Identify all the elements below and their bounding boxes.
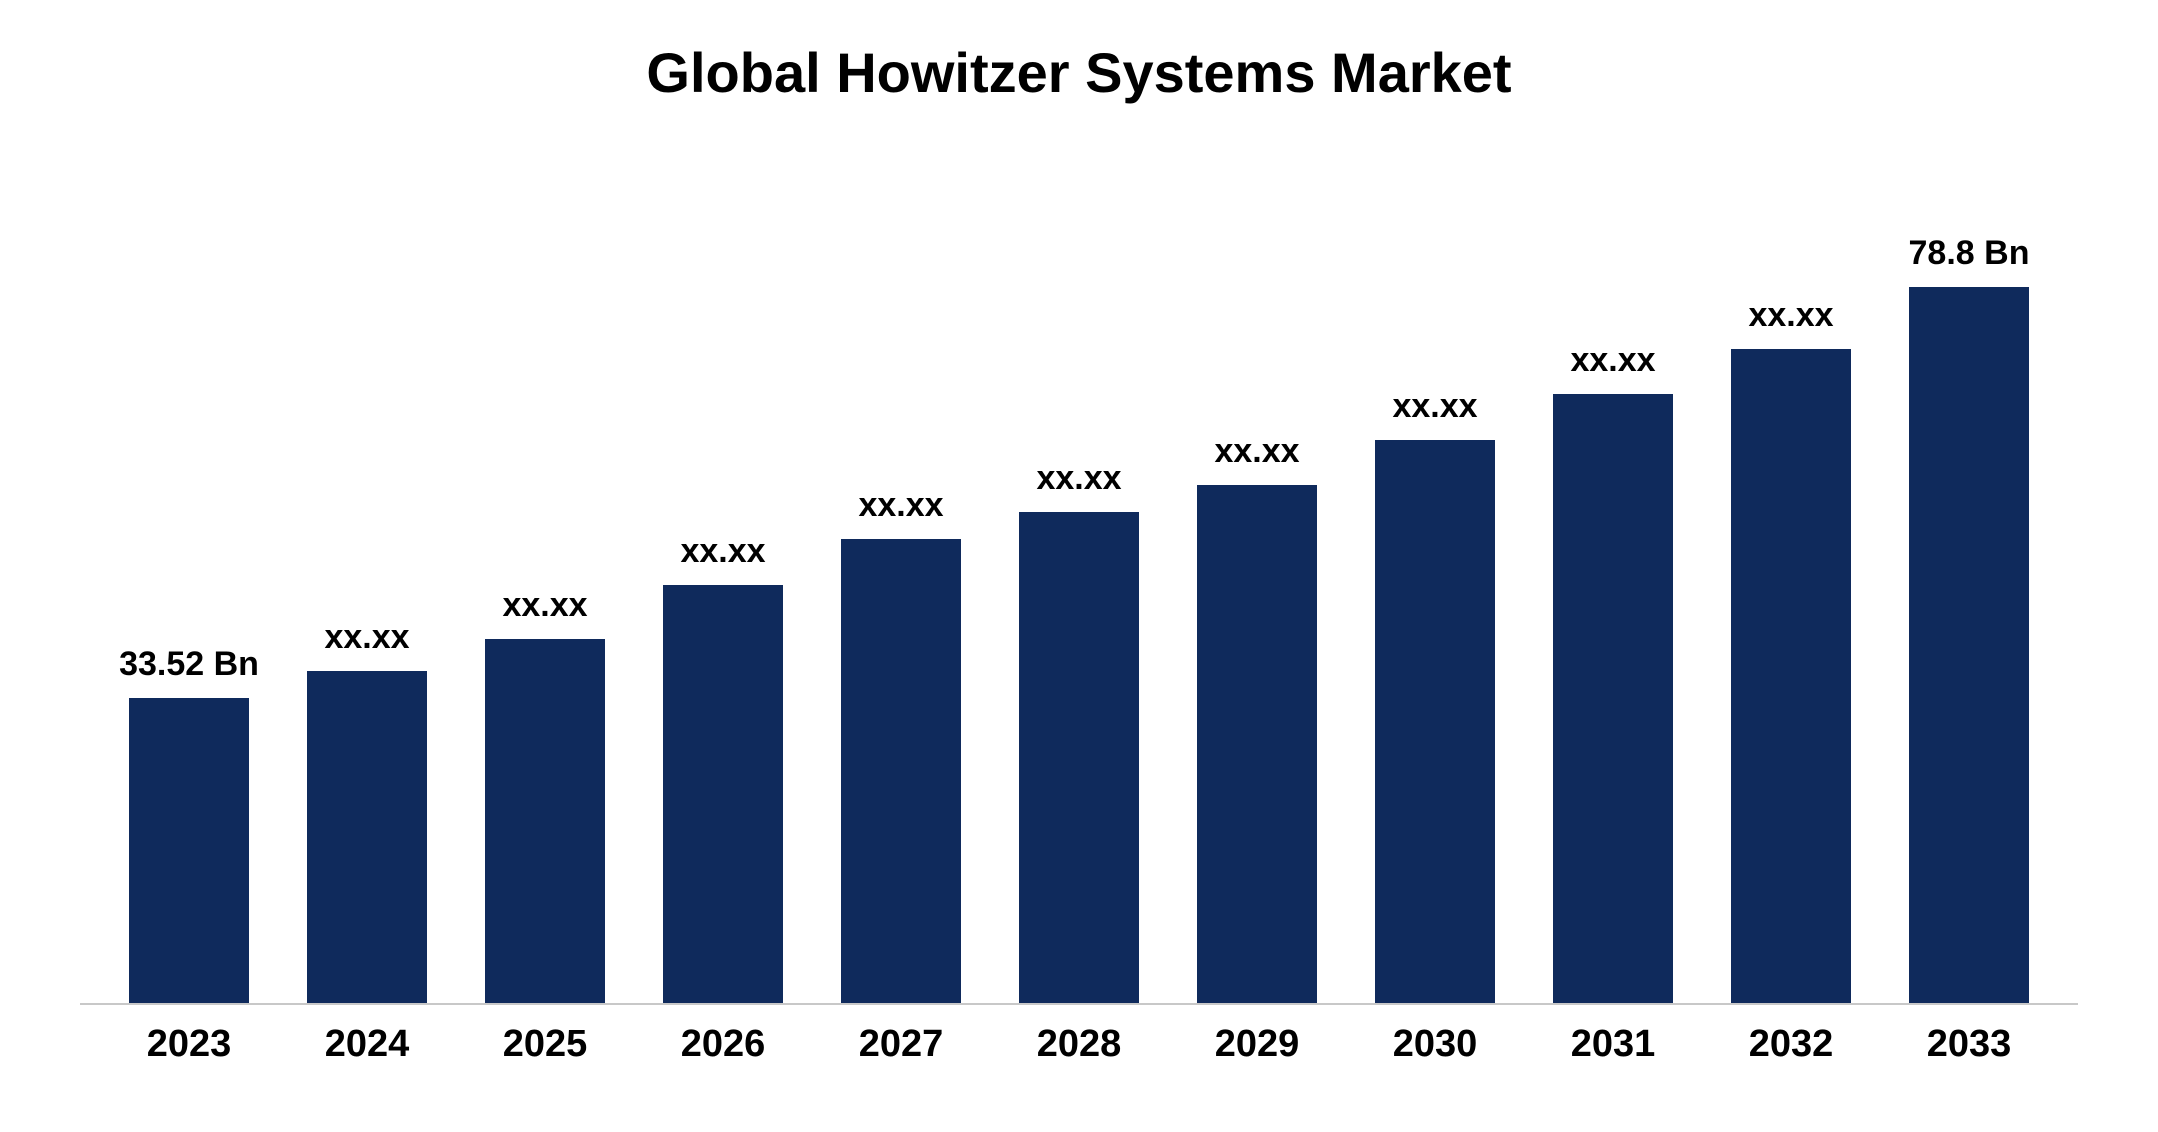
x-axis-label: 2023 (100, 1023, 278, 1066)
bar-slot: xx.xx (812, 185, 990, 1003)
bar-value-label: xx.xx (858, 486, 943, 525)
chart-title: Global Howitzer Systems Market (80, 40, 2078, 105)
x-axis-labels: 2023202420252026202720282029203020312032… (80, 1005, 2078, 1066)
bar-rect (663, 585, 783, 1003)
x-axis-label: 2026 (634, 1023, 812, 1066)
x-axis-label: 2025 (456, 1023, 634, 1066)
x-axis-label: 2031 (1524, 1023, 1702, 1066)
bar-slot: xx.xx (1346, 185, 1524, 1003)
bar-slot: 33.52 Bn (100, 185, 278, 1003)
x-axis-label: 2033 (1880, 1023, 2058, 1066)
bar-rect (1909, 287, 2029, 1003)
bar-slot: xx.xx (1702, 185, 1880, 1003)
bar-rect (485, 639, 605, 1003)
bar-slot: xx.xx (1168, 185, 1346, 1003)
bar-value-label: xx.xx (1748, 296, 1833, 335)
bar-rect (1553, 394, 1673, 1003)
bar-value-label: xx.xx (1570, 341, 1655, 380)
chart-container: Global Howitzer Systems Market 33.52 Bn x… (0, 0, 2158, 1132)
bar-rect (1731, 349, 1851, 1003)
bar-value-label: xx.xx (1036, 459, 1121, 498)
bar-value-label: xx.xx (680, 532, 765, 571)
bar-slot: 78.8 Bn (1880, 185, 2058, 1003)
bar-rect (841, 539, 961, 1003)
bar-rect (307, 671, 427, 1003)
x-axis-label: 2027 (812, 1023, 990, 1066)
x-axis-label: 2030 (1346, 1023, 1524, 1066)
bar-rect (1197, 485, 1317, 1003)
plot-area: 33.52 Bn xx.xx xx.xx xx.xx xx.xx xx.xx xx.xx xx… (80, 185, 2078, 1005)
bar-value-label: xx.xx (1392, 387, 1477, 426)
bar-value-label: 78.8 Bn (1909, 234, 2030, 273)
bar-slot: xx.xx (990, 185, 1168, 1003)
x-axis-label: 2024 (278, 1023, 456, 1066)
bars-row: 33.52 Bn xx.xx xx.xx xx.xx xx.xx xx.xx xx.xx xx… (80, 185, 2078, 1003)
bar-value-label: xx.xx (502, 586, 587, 625)
bar-slot: xx.xx (278, 185, 456, 1003)
bar-rect (1019, 512, 1139, 1003)
x-axis-label: 2029 (1168, 1023, 1346, 1066)
x-axis-label: 2028 (990, 1023, 1168, 1066)
bar-rect (129, 698, 249, 1003)
bar-value-label: xx.xx (1214, 432, 1299, 471)
x-axis-label: 2032 (1702, 1023, 1880, 1066)
bar-slot: xx.xx (456, 185, 634, 1003)
bar-value-label: 33.52 Bn (119, 645, 259, 684)
bar-rect (1375, 440, 1495, 1004)
bar-slot: xx.xx (634, 185, 812, 1003)
bar-value-label: xx.xx (324, 618, 409, 657)
bar-slot: xx.xx (1524, 185, 1702, 1003)
